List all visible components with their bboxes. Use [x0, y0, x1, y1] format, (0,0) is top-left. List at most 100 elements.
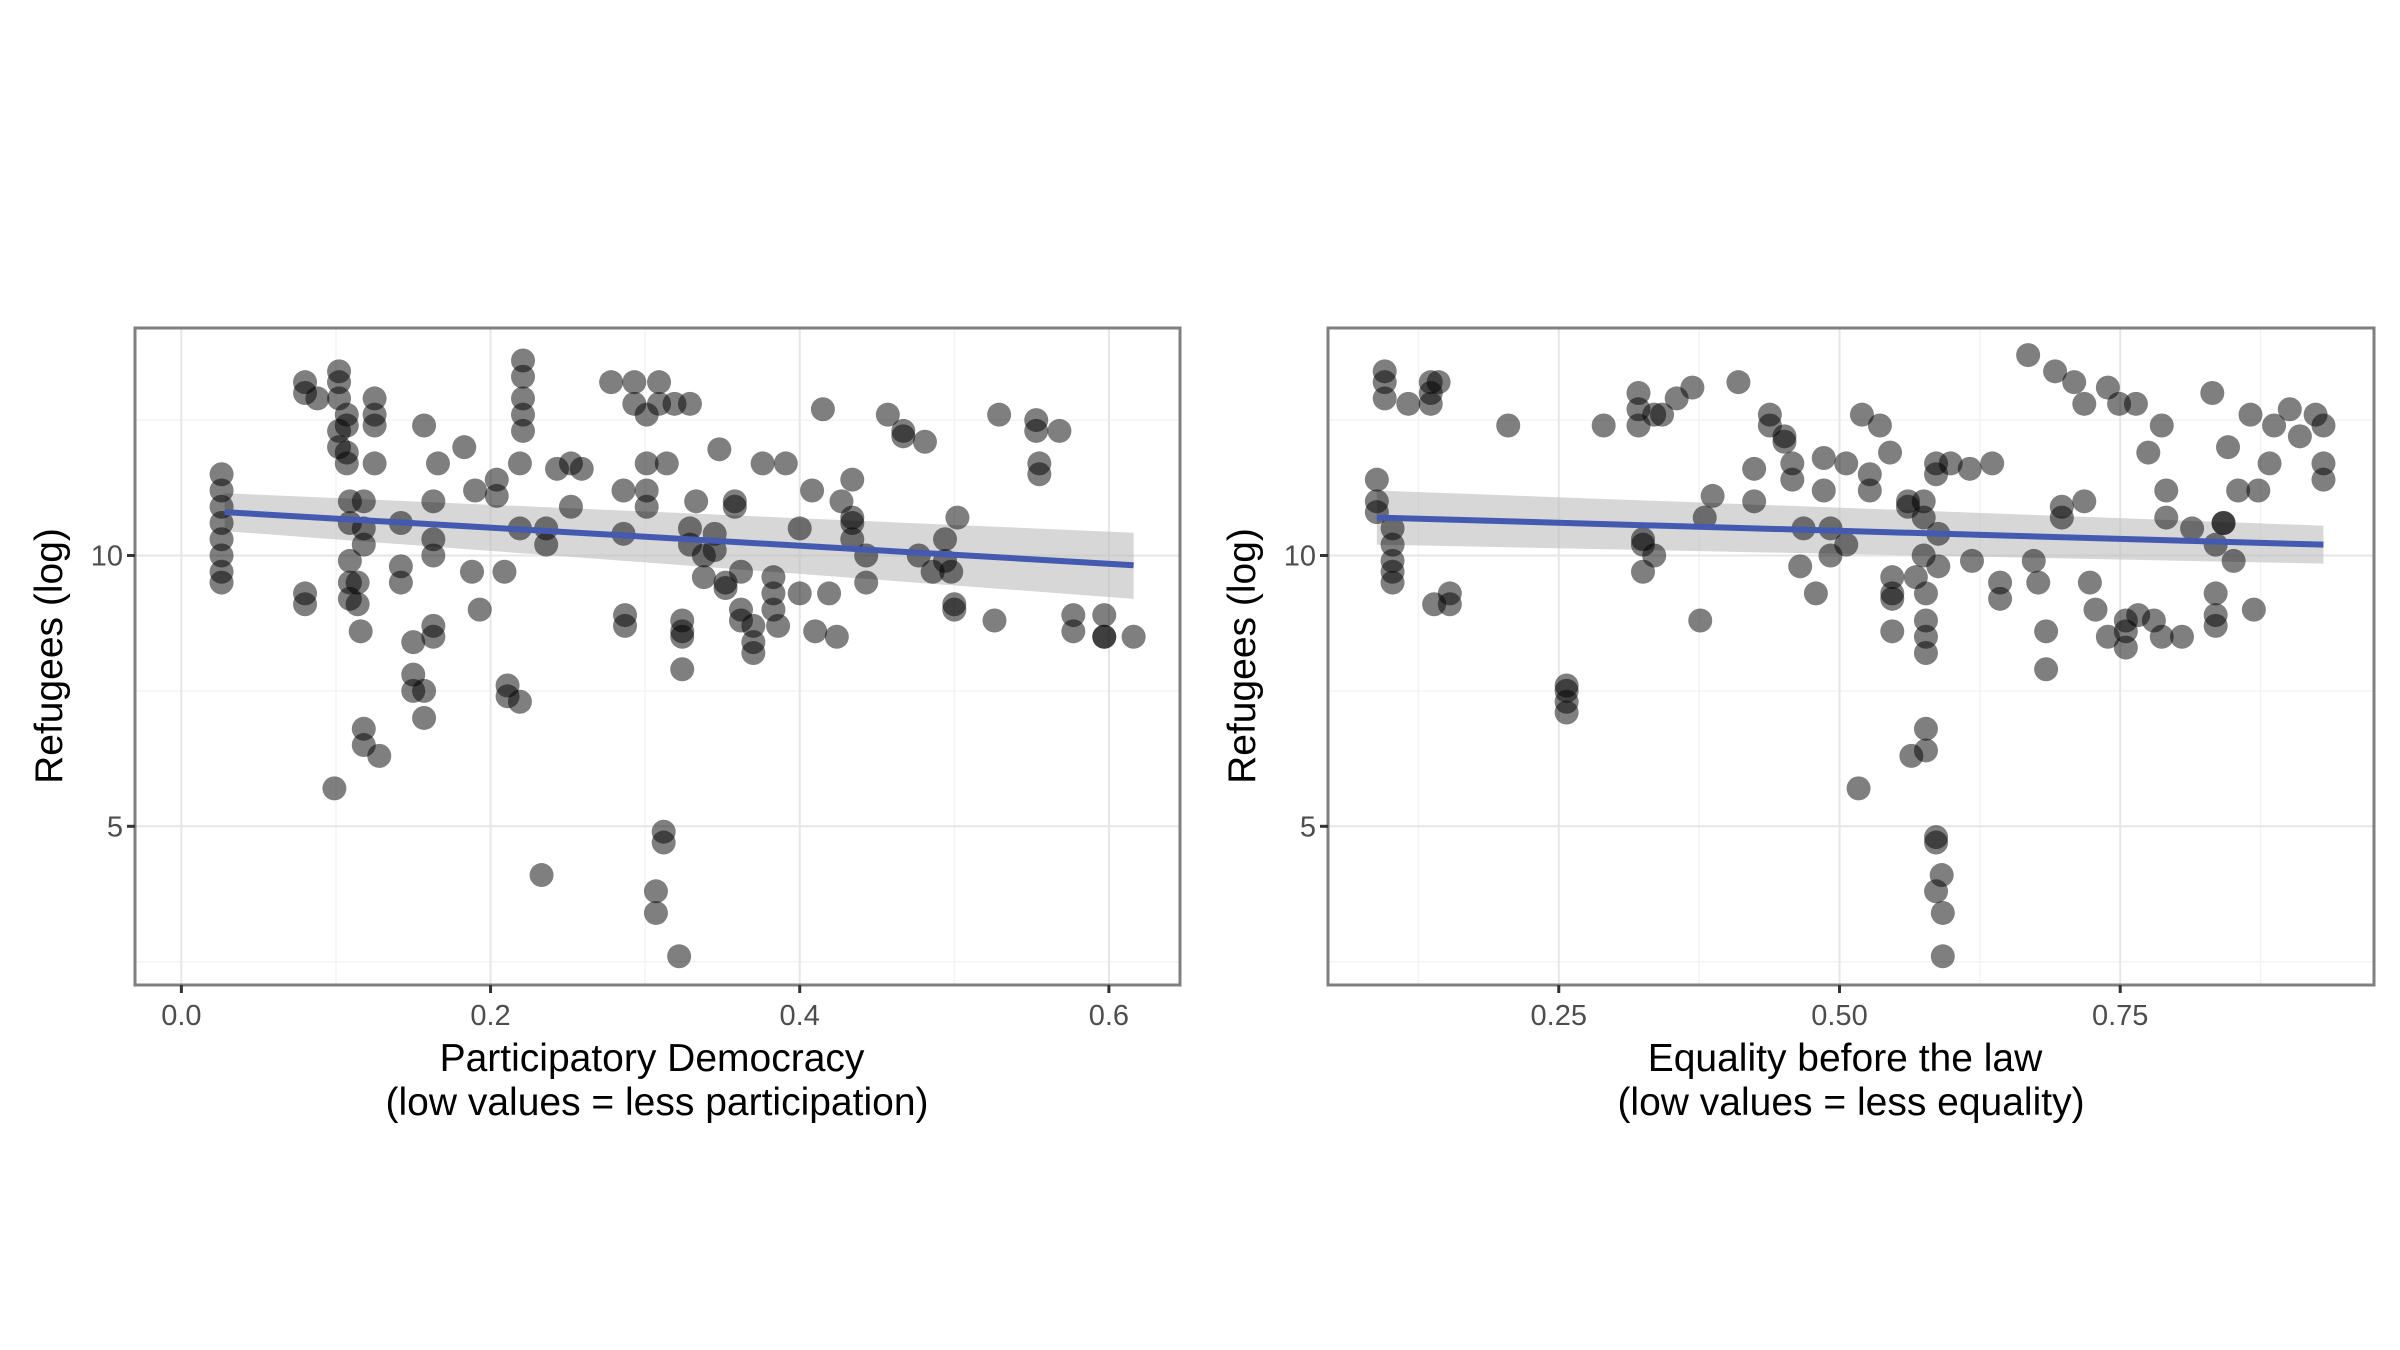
data-point [362, 451, 387, 476]
data-point [803, 619, 828, 644]
x-axis-title-line1: Equality before the law [1648, 1037, 2043, 1080]
data-point [654, 451, 679, 476]
data-point [1913, 640, 1938, 665]
plot-background [135, 328, 1180, 985]
data-point [1880, 619, 1905, 644]
data-point [1878, 440, 1903, 465]
data-point [1364, 467, 1389, 492]
data-point [1092, 624, 1117, 649]
data-point [1924, 879, 1949, 904]
data-point [1027, 462, 1052, 487]
data-point [1396, 391, 1421, 416]
data-point [412, 705, 437, 730]
data-point [670, 624, 695, 649]
data-point [2311, 467, 2336, 492]
data-point [2136, 440, 2161, 465]
x-tick-label: 0.2 [470, 1000, 510, 1032]
data-point [2043, 359, 2068, 384]
data-point [2211, 510, 2236, 535]
data-point [362, 413, 387, 438]
data-point [945, 505, 970, 530]
data-point [982, 608, 1007, 633]
data-point [507, 689, 532, 714]
regression-line [224, 509, 1134, 569]
data-point [891, 424, 916, 449]
x-tick-label: 0.50 [1811, 1000, 1867, 1032]
x-tick-label: 0.75 [2092, 1000, 2148, 1032]
x-tick-label: 0.25 [1531, 1000, 1587, 1032]
data-point [2257, 451, 2282, 476]
data-point [1742, 489, 1767, 514]
data-point [933, 527, 958, 552]
plot-background [1328, 328, 2374, 985]
panel-border [1326, 326, 2376, 987]
data-point [2083, 597, 2108, 622]
data-point [1913, 738, 1938, 763]
data-point [2034, 657, 2059, 682]
data-point [492, 559, 517, 584]
data-point [622, 370, 647, 395]
data-point [773, 451, 798, 476]
data-point [670, 657, 695, 682]
data-point [452, 435, 477, 460]
data-point [2021, 548, 2046, 573]
data-point [337, 548, 362, 573]
data-point [1930, 900, 1955, 925]
data-point [728, 559, 753, 584]
data-point [634, 494, 659, 519]
data-point [2287, 424, 2312, 449]
data-point [1924, 830, 1949, 855]
data-point [467, 597, 492, 622]
data-point [1834, 451, 1859, 476]
data-point [634, 451, 659, 476]
data-point [511, 364, 536, 389]
data-point [569, 456, 594, 481]
data-point [2149, 413, 2174, 438]
data-point [599, 370, 624, 395]
data-point [1849, 402, 1874, 427]
data-point [987, 402, 1012, 427]
data-point [1926, 554, 1951, 579]
data-point [2026, 570, 2051, 595]
data-point [1692, 505, 1717, 530]
data-point [1496, 413, 1521, 438]
y-axis-title: Refugees (log) [1221, 528, 1264, 784]
data-point [1913, 581, 1938, 606]
data-point [1554, 700, 1579, 725]
data-point [1980, 451, 2005, 476]
data-point [677, 391, 702, 416]
data-point [611, 478, 636, 503]
data-point [2169, 624, 2194, 649]
data-point [1811, 478, 1836, 503]
data-point [1092, 603, 1117, 628]
data-point [787, 581, 812, 606]
data-point [912, 429, 937, 454]
confidence-band [1376, 490, 2324, 564]
data-point [412, 678, 437, 703]
data-point [345, 570, 370, 595]
data-point [1867, 413, 1892, 438]
data-point [2246, 478, 2271, 503]
data-point [707, 437, 732, 462]
data-point [2154, 505, 2179, 530]
data-point [2203, 581, 2228, 606]
data-point [2077, 570, 2102, 595]
data-point [2123, 391, 2148, 416]
data-point [741, 640, 766, 665]
data-point [647, 370, 672, 395]
data-point [2311, 413, 2336, 438]
data-point [1959, 548, 1984, 573]
data-point [1811, 445, 1836, 470]
data-point [1788, 554, 1813, 579]
data-point [529, 863, 554, 888]
data-point [348, 619, 373, 644]
data-point [1061, 619, 1086, 644]
data-point [322, 776, 347, 801]
data-point [1380, 570, 1405, 595]
data-point [1437, 592, 1462, 617]
panel-border [133, 326, 1182, 987]
data-point [2241, 597, 2266, 622]
x-tick-label: 0.0 [161, 1000, 201, 1032]
data-point [412, 413, 437, 438]
